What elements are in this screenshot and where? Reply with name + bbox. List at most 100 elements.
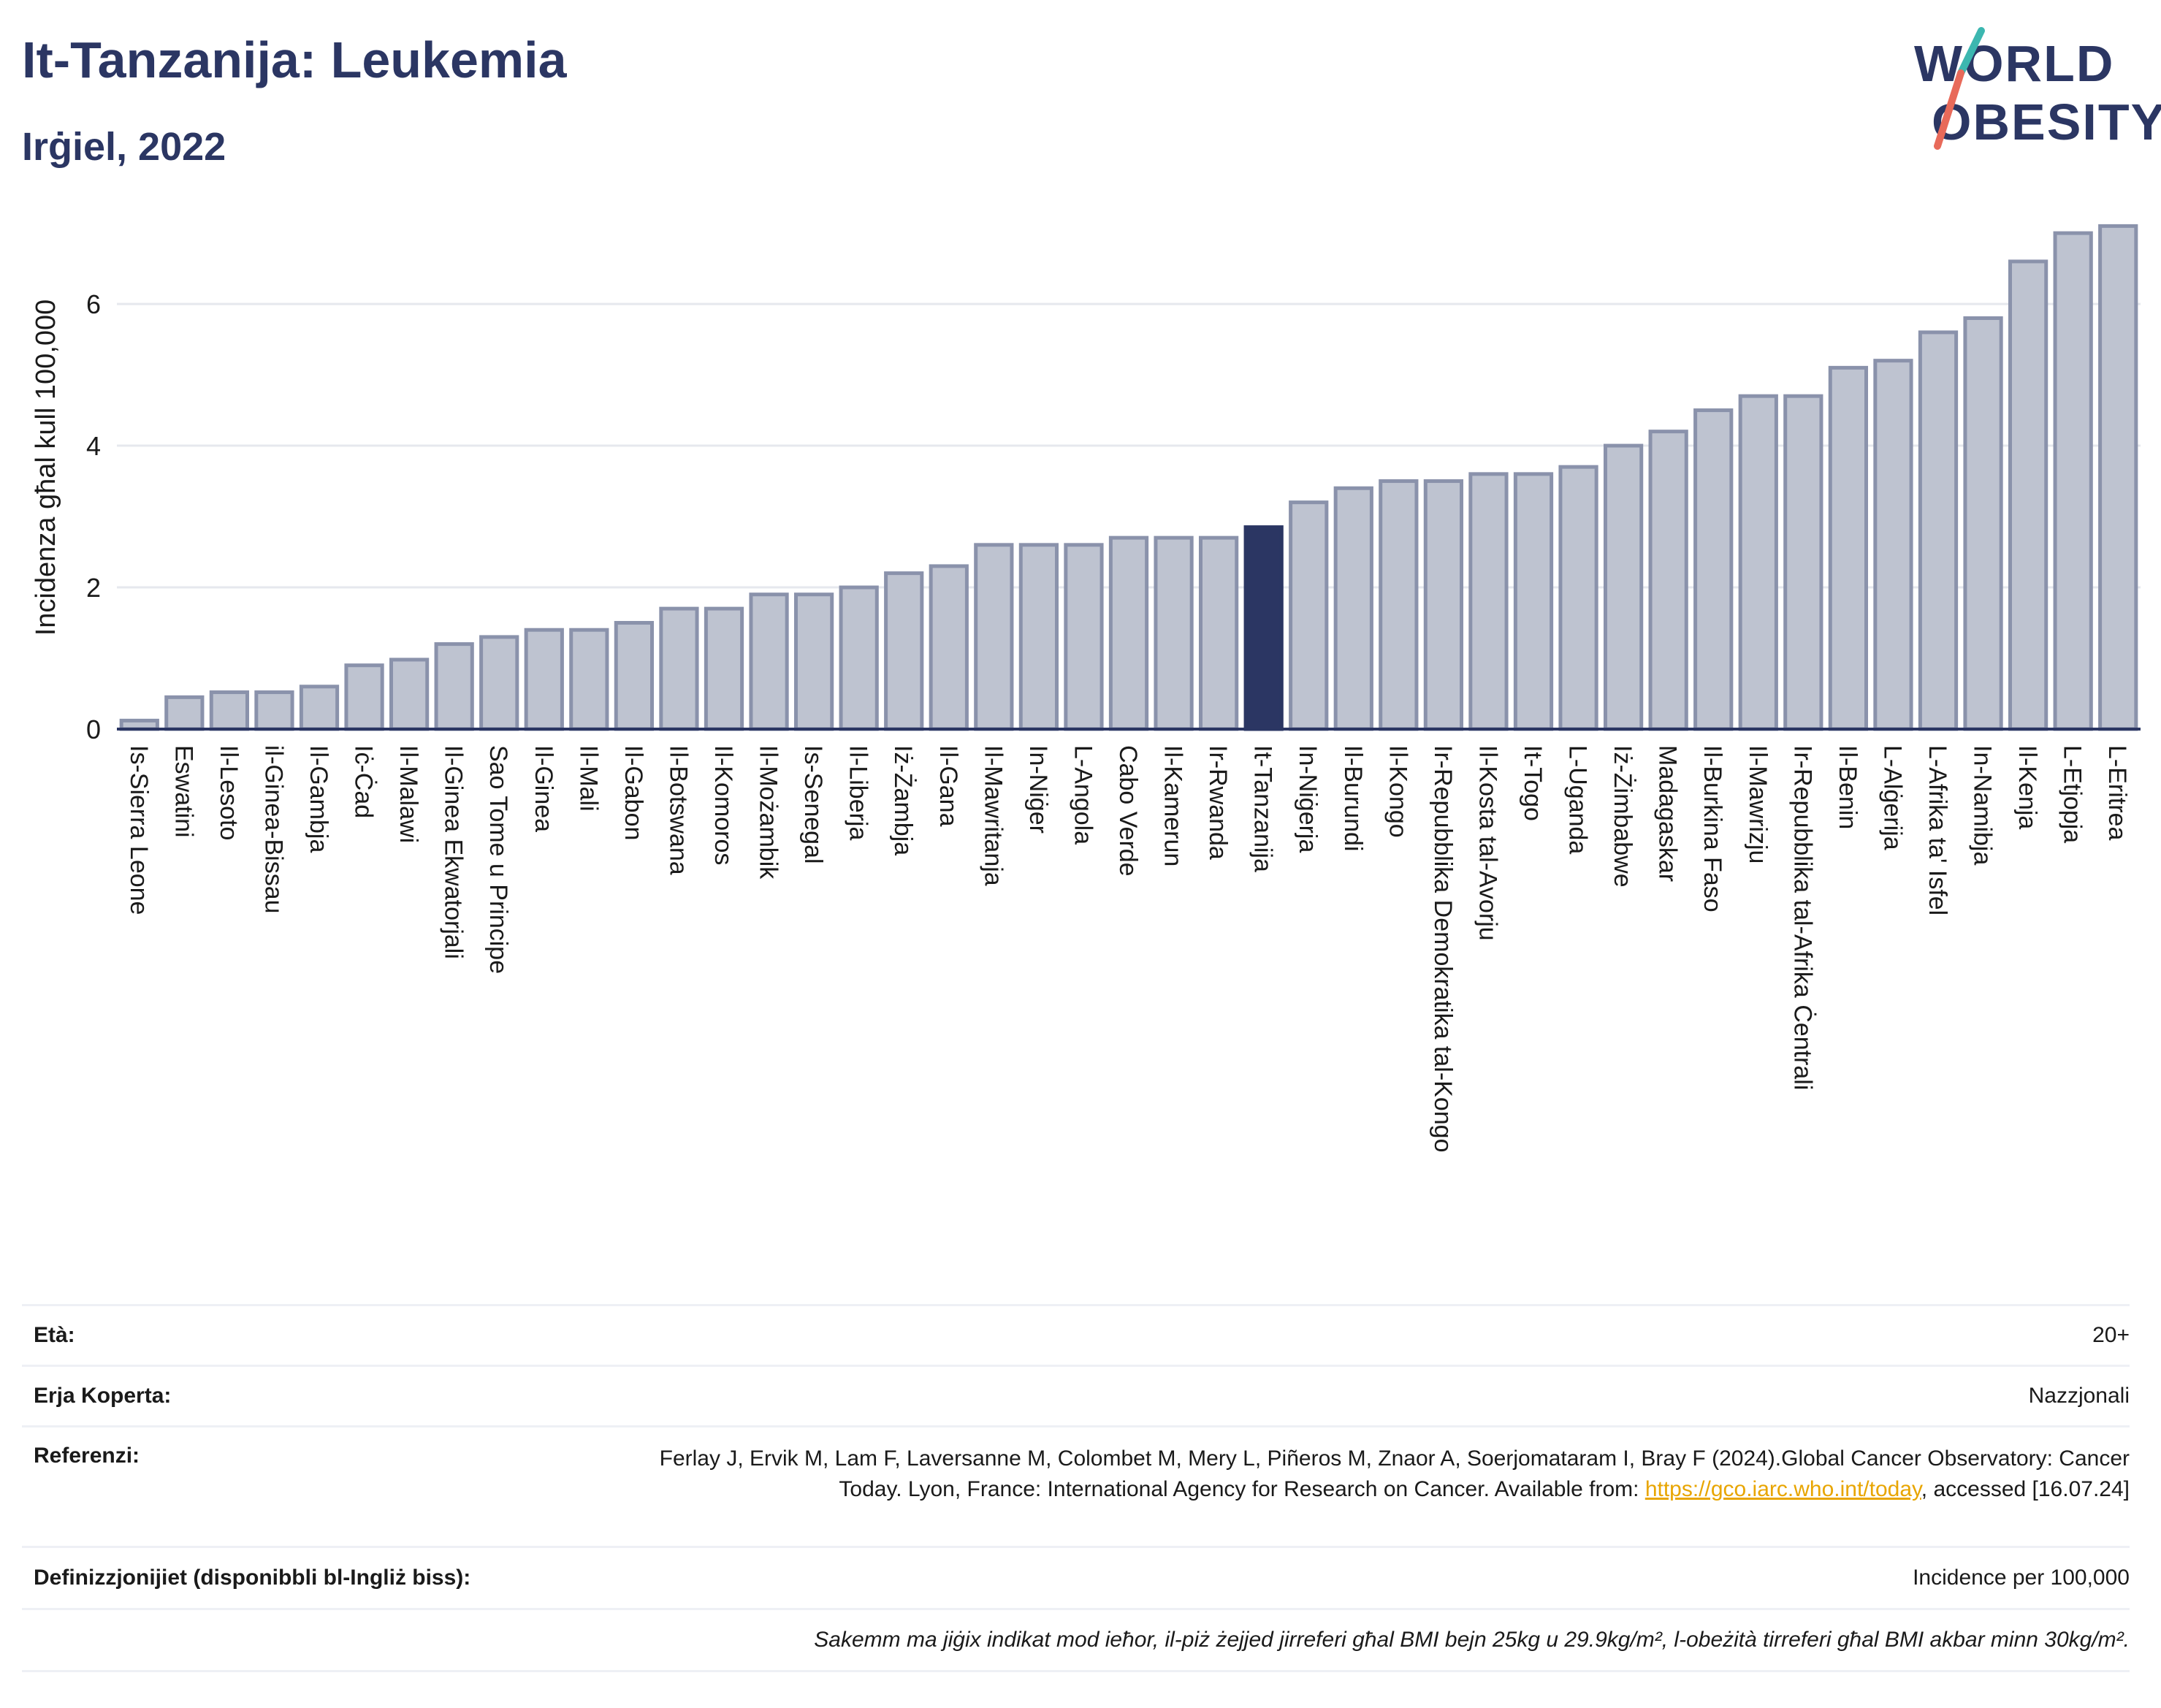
metadata-table: Età: 20+ Erja Koperta: Nazzjonali Refere… <box>22 1304 2130 1672</box>
footnote: Sakemm ma jiġix indikat mod ieħor, il-pi… <box>814 1628 2130 1652</box>
area-label: Erja Koperta: <box>34 1384 172 1408</box>
y-tick-labels: 0 2 4 6 <box>86 289 101 744</box>
bar <box>434 642 474 731</box>
x-tick-label: Il-Kenja <box>2013 745 2041 829</box>
bar <box>1289 500 1329 731</box>
x-tick-label: Il-Mawrizju <box>1744 745 1772 863</box>
bar <box>299 685 340 731</box>
bar <box>1603 443 1644 731</box>
bar <box>1558 465 1598 731</box>
bar <box>1783 394 1823 731</box>
x-tick-label: Il-Gambja <box>305 745 332 853</box>
meta-row-age: Età: 20+ <box>22 1304 2130 1365</box>
bar <box>1963 316 2003 731</box>
age-value: 20+ <box>2092 1323 2130 1347</box>
x-tick-label: Il-Możambik <box>755 745 782 880</box>
bar <box>1379 479 1419 731</box>
x-tick-label: Is-Senegal <box>799 745 827 864</box>
x-tick-label: Ir-Repubblika tal-Afrika Ċentrali <box>1788 745 1816 1090</box>
x-tick-label: Is-Sierra Leone <box>125 745 153 915</box>
bar <box>749 592 789 731</box>
x-tick-label: In-Niġer <box>1024 745 1052 834</box>
bar <box>884 571 924 731</box>
logo-word-2: OBESITY <box>1932 94 2161 150</box>
age-label: Età: <box>34 1323 75 1347</box>
bar <box>614 621 655 731</box>
bar <box>1468 472 1509 731</box>
bar <box>839 585 879 731</box>
x-tick-label: Il-Botswana <box>664 745 692 875</box>
y-axis-label: Incidenza għal kull 100,000 <box>31 300 61 636</box>
definitions-label: Definizzjonijiet (disponibbli bl-Ingliż … <box>34 1566 471 1590</box>
bar <box>389 657 430 731</box>
world-obesity-logo: WORLD OBESITY <box>1899 22 2161 153</box>
bar <box>1064 543 1104 731</box>
bar <box>659 606 699 731</box>
references-text: Ferlay J, Ervik M, Lam F, Laversanne M, … <box>659 1446 2130 1501</box>
references-label: Referenzi: <box>34 1444 140 1468</box>
bars <box>117 224 2141 731</box>
bar <box>1198 535 1239 731</box>
references-tail: , accessed [16.07.24] <box>1921 1477 2130 1501</box>
x-tick-label: L-Eritrea <box>2103 745 2131 840</box>
x-tick-label: L-Alġerija <box>1878 745 1906 850</box>
definitions-value: Incidence per 100,000 <box>1913 1566 2130 1590</box>
bar-chart: 0 2 4 6 Is-Sierra Leone Eswatini Il-Lesoto il-… <box>31 224 2141 1152</box>
bar <box>929 564 969 731</box>
x-tick-labels: Is-Sierra Leone Eswatini Il-Lesoto il-Ginea… <box>125 745 2131 1152</box>
x-tick-label: L-Uganda <box>1564 745 1592 854</box>
x-tick-label: L-Angola <box>1069 745 1097 845</box>
x-tick-label: Sao Tome u Principe <box>484 745 512 974</box>
x-tick-label: Iż-Żambja <box>889 745 917 855</box>
x-tick-label: Il-Liberja <box>845 745 872 840</box>
bar <box>524 628 564 731</box>
x-tick-label: Il-Kongo <box>1384 745 1411 838</box>
bar <box>1738 394 1778 731</box>
y-tick-label: 6 <box>86 289 101 319</box>
x-tick-label: It-Tanzanija <box>1249 745 1277 872</box>
references-link[interactable]: https://gco.iarc.who.int/today <box>1644 1477 1921 1501</box>
x-tick-label: Il-Burkina Faso <box>1699 745 1726 912</box>
x-tick-label: Il-Benin <box>1834 745 1861 829</box>
bar <box>2053 231 2093 731</box>
x-tick-label: Iż-Żimbabwe <box>1609 745 1636 888</box>
meta-row-area: Erja Koperta: Nazzjonali <box>22 1365 2130 1425</box>
x-tick-label: il-Ginea-Bissau <box>259 745 287 914</box>
bar <box>1513 472 1554 731</box>
bar <box>974 543 1014 731</box>
area-value: Nazzjonali <box>2028 1384 2130 1408</box>
x-tick-label: Il-Kamerun <box>1159 745 1187 866</box>
x-tick-label: Il-Mali <box>574 745 602 812</box>
meta-row-definitions: Definizzjonijiet (disponibbli bl-Ingliż … <box>22 1546 2130 1608</box>
x-tick-label: L-Afrika ta' Isfel <box>1924 745 1951 915</box>
meta-row-note: Sakemm ma jiġix indikat mod ieħor, il-pi… <box>22 1608 2130 1672</box>
bar <box>1108 535 1149 731</box>
bar <box>1018 543 1059 731</box>
x-tick-label: It-Togo <box>1519 745 1547 821</box>
y-tick-label: 4 <box>86 431 101 461</box>
bar <box>1333 486 1373 731</box>
page-subtitle: Irġiel, 2022 <box>22 125 226 169</box>
bar <box>1828 365 1869 731</box>
x-tick-label: Il-Komoros <box>709 745 737 865</box>
x-tick-label: Il-Ginea <box>530 745 557 832</box>
x-tick-label: Madagaskar <box>1654 745 1682 882</box>
y-tick-label: 0 <box>86 714 101 744</box>
x-tick-label: L-Etjopja <box>2059 745 2086 843</box>
logo-word-1: WORLD <box>1914 35 2115 92</box>
x-tick-label: Eswatini <box>169 745 197 838</box>
bar <box>793 592 834 731</box>
x-tick-label: Ir-Repubblika Demokratika tal-Kongo <box>1429 745 1457 1152</box>
bar <box>2098 224 2138 731</box>
bar <box>479 635 519 731</box>
bar <box>344 663 384 731</box>
bar <box>164 695 205 731</box>
x-tick-label: In-Niġerja <box>1294 745 1322 853</box>
page-title: It-Tanzanija: Leukemia <box>22 31 567 88</box>
bar <box>1693 408 1734 731</box>
x-tick-label: Il-Mawritanja <box>979 745 1007 886</box>
bar <box>254 690 294 731</box>
bar <box>569 628 609 731</box>
bar <box>209 690 250 731</box>
bar <box>1154 535 1194 731</box>
